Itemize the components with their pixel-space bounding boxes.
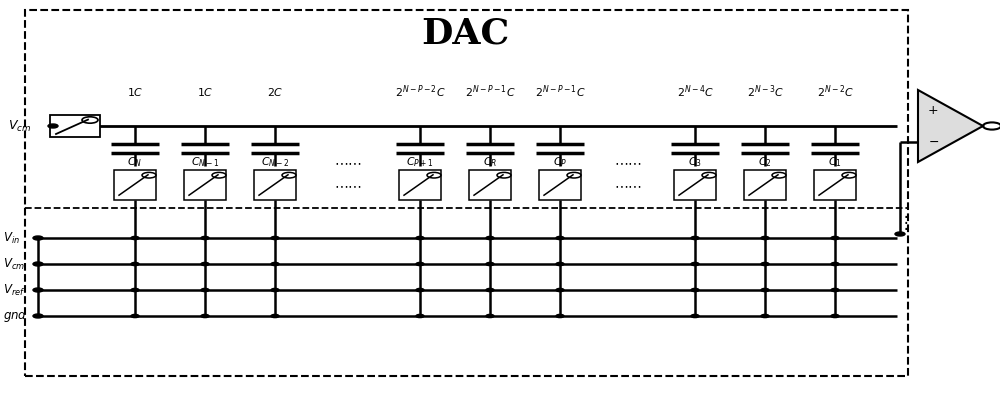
Text: $\cdots\cdots$: $\cdots\cdots$ xyxy=(614,178,642,192)
Circle shape xyxy=(271,314,279,318)
Text: $C_P$: $C_P$ xyxy=(553,155,567,169)
Text: $C_{N-2}$: $C_{N-2}$ xyxy=(261,155,289,169)
Circle shape xyxy=(831,288,839,292)
Circle shape xyxy=(831,236,839,240)
Text: $1C$: $1C$ xyxy=(127,86,143,98)
Circle shape xyxy=(556,236,564,240)
Circle shape xyxy=(691,236,699,240)
Circle shape xyxy=(201,314,209,318)
Bar xyxy=(50,115,100,137)
Circle shape xyxy=(761,262,769,266)
Text: $V_{ref}$: $V_{ref}$ xyxy=(3,282,25,298)
Bar xyxy=(469,170,511,200)
Text: +: + xyxy=(928,104,939,117)
Text: $2^{N-3}C$: $2^{N-3}C$ xyxy=(747,84,783,100)
Circle shape xyxy=(271,262,279,266)
Text: $2^{N-P-1}C$: $2^{N-P-1}C$ xyxy=(465,84,515,100)
Bar xyxy=(744,170,786,200)
Text: $2^{N-P-1}C$: $2^{N-P-1}C$ xyxy=(535,84,585,100)
Bar xyxy=(674,170,716,200)
Circle shape xyxy=(486,314,494,318)
Circle shape xyxy=(201,288,209,292)
Text: $-$: $-$ xyxy=(928,135,939,148)
Circle shape xyxy=(48,124,58,128)
Circle shape xyxy=(131,288,139,292)
Circle shape xyxy=(33,314,43,318)
Circle shape xyxy=(201,236,209,240)
Bar xyxy=(254,170,296,200)
Text: $1C$: $1C$ xyxy=(197,86,213,98)
Circle shape xyxy=(486,288,494,292)
Circle shape xyxy=(691,288,699,292)
Circle shape xyxy=(486,262,494,266)
Text: $\cdots\cdots$: $\cdots\cdots$ xyxy=(334,155,362,169)
Bar xyxy=(25,10,908,376)
Bar xyxy=(814,170,856,200)
Bar xyxy=(114,170,156,200)
Text: DAC: DAC xyxy=(421,17,509,51)
Text: $\cdots\cdots$: $\cdots\cdots$ xyxy=(334,178,362,192)
Text: $V_{in}$: $V_{in}$ xyxy=(3,230,20,246)
Circle shape xyxy=(831,262,839,266)
Text: $C_1$: $C_1$ xyxy=(828,155,842,169)
Circle shape xyxy=(416,236,424,240)
Text: $C_N$: $C_N$ xyxy=(127,155,143,169)
Circle shape xyxy=(416,288,424,292)
Circle shape xyxy=(416,262,424,266)
Circle shape xyxy=(416,314,424,318)
Circle shape xyxy=(131,236,139,240)
Circle shape xyxy=(131,314,139,318)
Circle shape xyxy=(556,262,564,266)
Circle shape xyxy=(556,288,564,292)
Circle shape xyxy=(691,262,699,266)
Circle shape xyxy=(831,314,839,318)
Circle shape xyxy=(271,236,279,240)
Circle shape xyxy=(556,314,564,318)
Text: $C_{P+1}$: $C_{P+1}$ xyxy=(406,155,434,169)
Circle shape xyxy=(761,288,769,292)
Bar xyxy=(184,170,226,200)
Text: $2C$: $2C$ xyxy=(267,86,283,98)
Circle shape xyxy=(271,288,279,292)
Bar xyxy=(539,170,581,200)
Text: $V_{cm}$: $V_{cm}$ xyxy=(3,256,25,272)
Circle shape xyxy=(691,314,699,318)
Circle shape xyxy=(33,236,43,240)
Circle shape xyxy=(33,288,43,292)
Bar xyxy=(399,170,441,200)
Circle shape xyxy=(486,236,494,240)
Circle shape xyxy=(33,262,43,266)
Polygon shape xyxy=(918,90,983,162)
Circle shape xyxy=(201,262,209,266)
Text: $2^{N-4}C$: $2^{N-4}C$ xyxy=(677,84,713,100)
Text: $2^{N-2}C$: $2^{N-2}C$ xyxy=(817,84,853,100)
Text: $\cdots\cdots$: $\cdots\cdots$ xyxy=(614,155,642,169)
Text: $C_R$: $C_R$ xyxy=(483,155,497,169)
Text: $C_2$: $C_2$ xyxy=(758,155,772,169)
Text: $C_3$: $C_3$ xyxy=(688,155,702,169)
Circle shape xyxy=(131,262,139,266)
Circle shape xyxy=(761,236,769,240)
Text: $gnd$: $gnd$ xyxy=(3,308,27,324)
Text: $\vdots$: $\vdots$ xyxy=(897,214,909,232)
Circle shape xyxy=(895,232,905,236)
Text: $2^{N-P-2}C$: $2^{N-P-2}C$ xyxy=(395,84,445,100)
Circle shape xyxy=(761,314,769,318)
Text: $V_{cm}$: $V_{cm}$ xyxy=(8,118,31,134)
Text: $C_{N-1}$: $C_{N-1}$ xyxy=(191,155,219,169)
